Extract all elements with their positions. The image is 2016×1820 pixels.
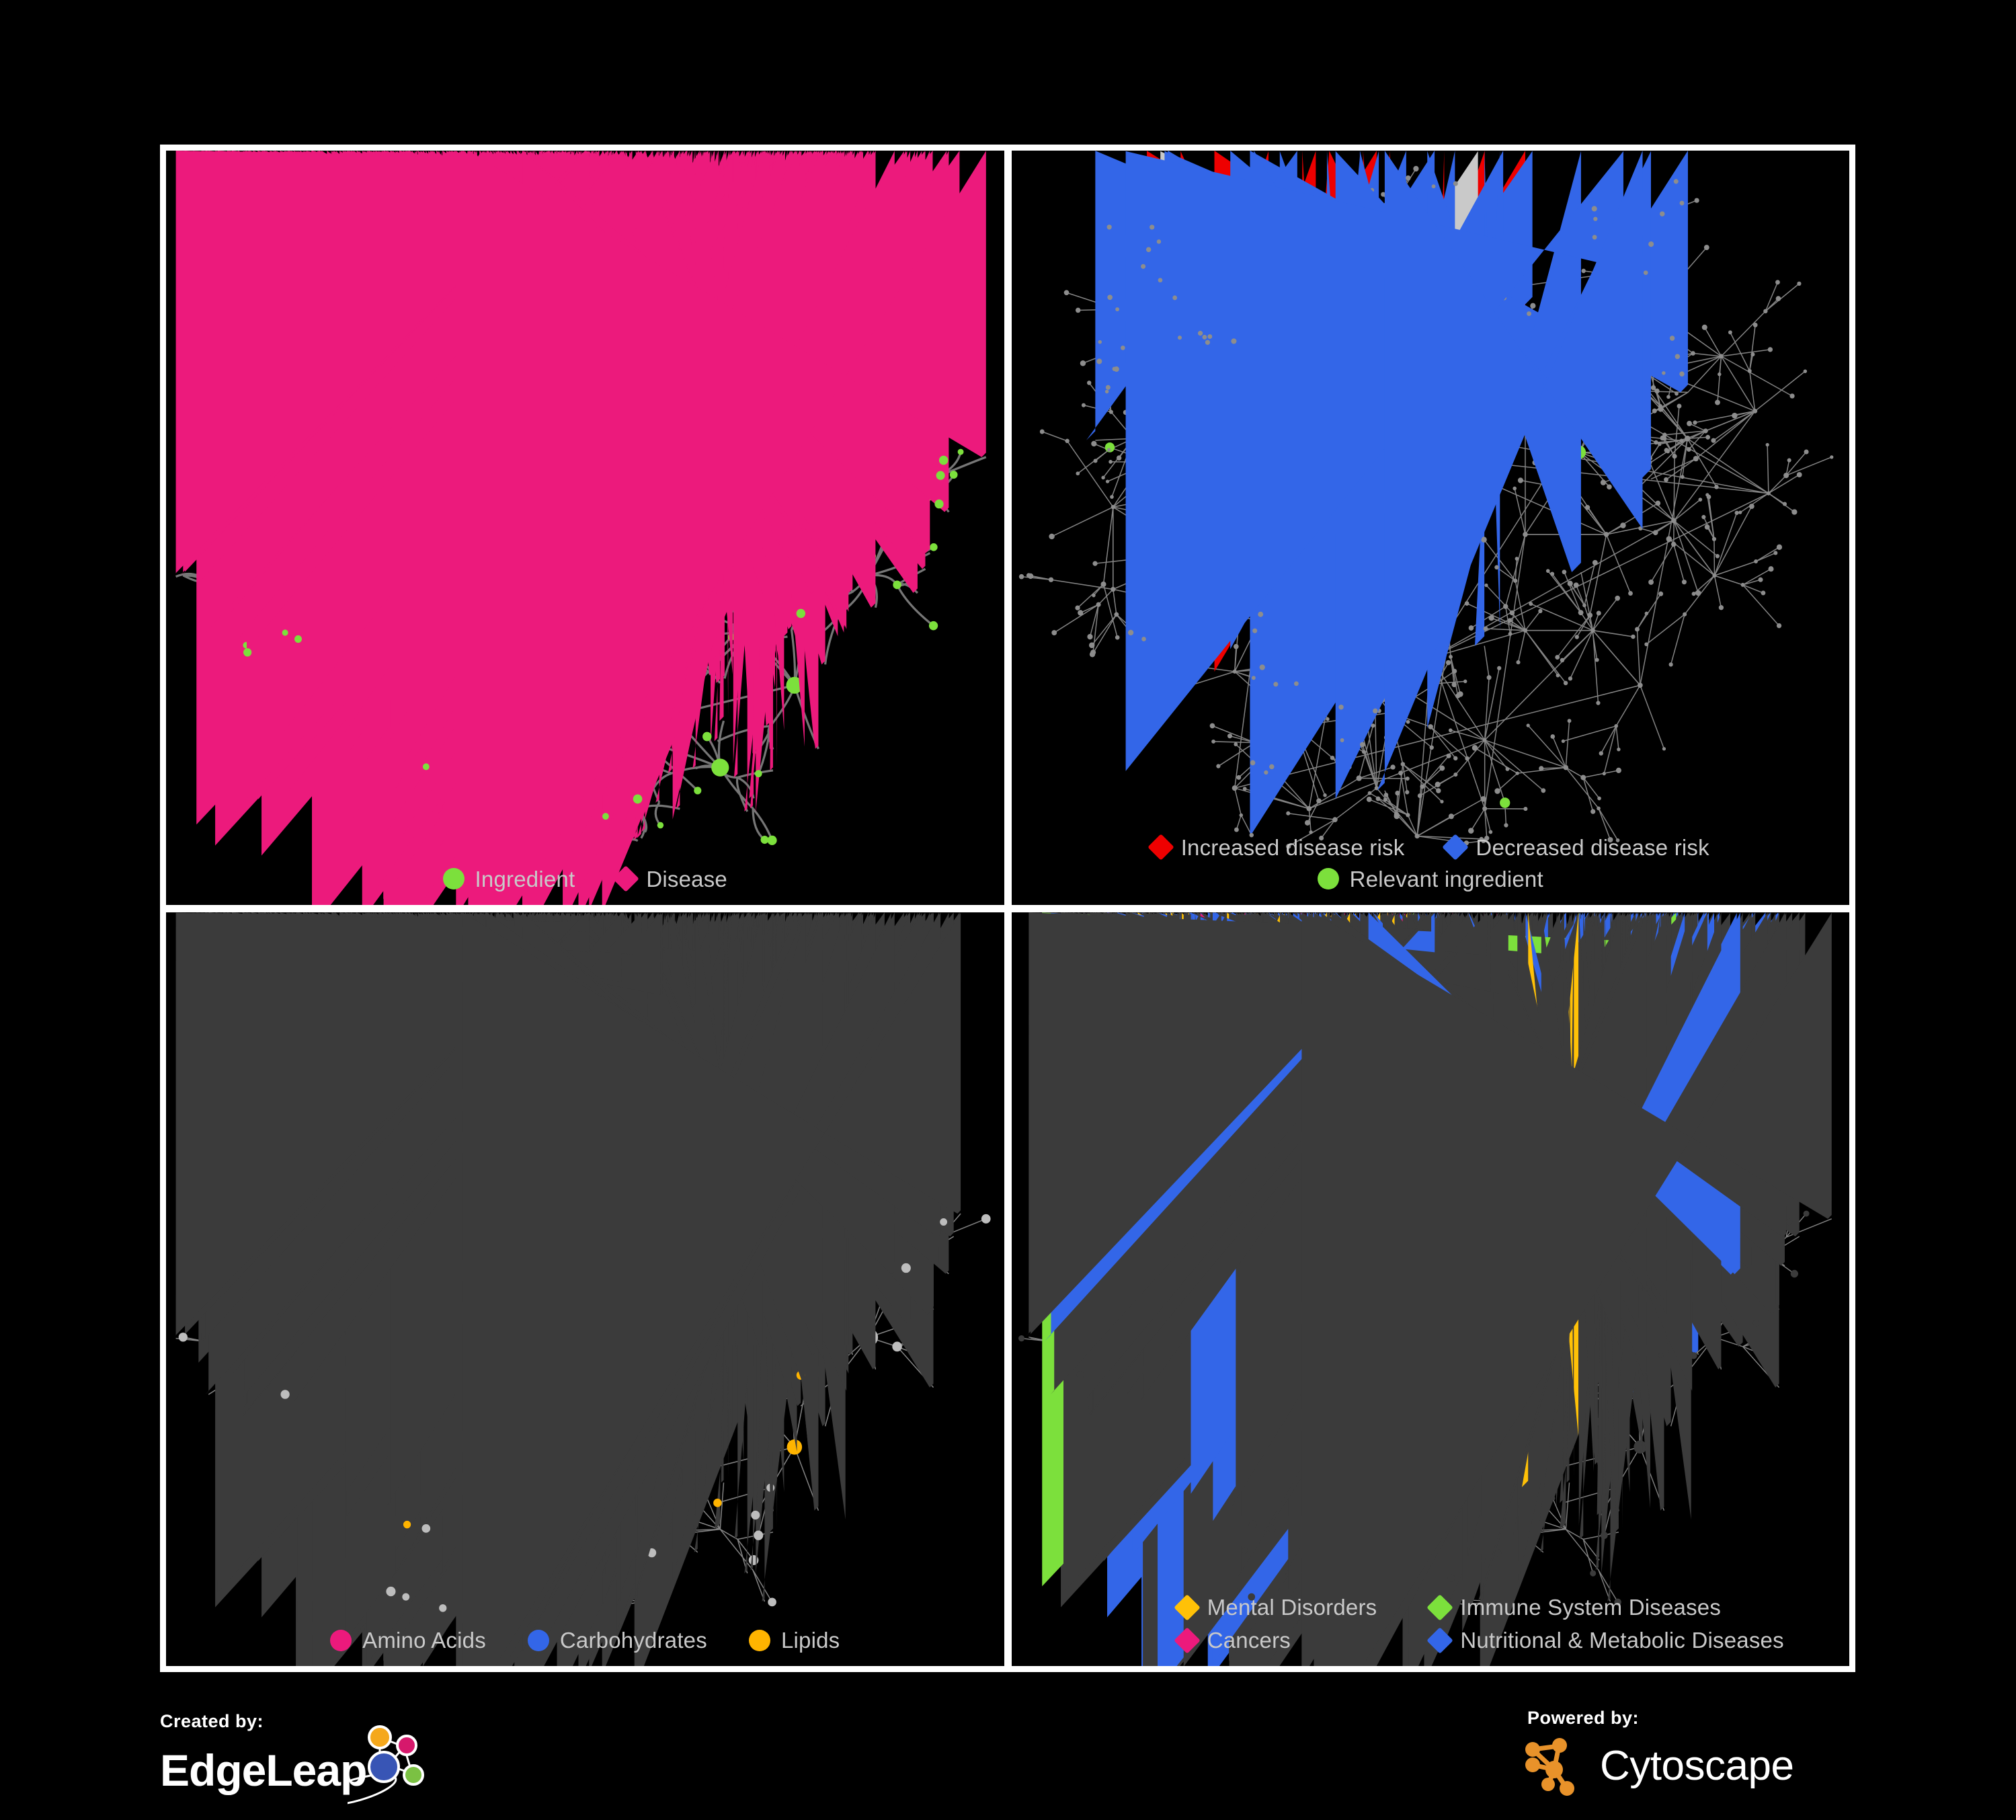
panel-ingredient-classes[interactable]: Amino Acids Carbohydrates Lipids — [166, 912, 1004, 1666]
footer: Created by: EdgeLeap Powered by: — [0, 1674, 2016, 1820]
panel-grid: Ingredient Disease Increased disease r — [160, 145, 1855, 1672]
network-canvas-1[interactable] — [166, 151, 1004, 905]
red-diamond-icon — [1147, 834, 1174, 861]
network-graph-1 — [172, 151, 987, 905]
orange-diamond-icon — [1173, 1593, 1201, 1621]
legend-item-carbohydrates[interactable]: Carbohydrates — [527, 1628, 707, 1653]
network-graph-4 — [1018, 912, 1832, 1666]
powered-by-kicker: Powered by: — [1527, 1708, 1640, 1728]
legend-item-immune-system-diseases[interactable]: Immune System Diseases — [1426, 1593, 1722, 1621]
network-canvas-4[interactable] — [1012, 912, 1850, 1666]
legend-label: Amino Acids — [362, 1628, 486, 1653]
blue-diamond-icon — [1442, 834, 1469, 861]
pink-diamond-icon — [1173, 1626, 1201, 1654]
blue-circle-icon — [527, 1629, 549, 1651]
legend-label: Immune System Diseases — [1460, 1595, 1722, 1620]
legend-panel-2: Increased disease risk Decreased disease… — [1012, 834, 1850, 892]
legend-item-decreased-risk[interactable]: Decreased disease risk — [1442, 834, 1709, 861]
network-graph-2 — [1018, 151, 1833, 849]
legend-item-ingredient[interactable]: Ingredient — [442, 866, 575, 892]
legend-panel-4: Mental Disorders Immune System Diseases … — [1012, 1593, 1850, 1654]
legend-panel-1: Ingredient Disease — [166, 865, 1004, 892]
legend-label: Lipids — [780, 1628, 840, 1653]
legend-label: Increased disease risk — [1180, 834, 1405, 860]
green-diamond-icon — [1426, 1593, 1454, 1621]
legend-item-cancers[interactable]: Cancers — [1173, 1626, 1291, 1654]
panel-ingredient-disease[interactable]: Ingredient Disease — [166, 151, 1004, 905]
network-canvas-3[interactable] — [166, 912, 1004, 1666]
blue-diamond-icon — [1426, 1626, 1454, 1654]
legend-panel-3: Amino Acids Carbohydrates Lipids — [166, 1629, 1004, 1651]
orange-circle-icon — [748, 1629, 770, 1651]
pink-diamond-icon — [612, 865, 640, 892]
cytoscape-logo[interactable]: Powered by: — [1522, 1708, 1898, 1809]
legend-label: Nutritional & Metabolic Diseases — [1460, 1628, 1784, 1653]
created-by-kicker: Created by: — [160, 1711, 264, 1731]
legend-item-lipids[interactable]: Lipids — [748, 1628, 840, 1653]
legend-label: Mental Disorders — [1207, 1595, 1377, 1620]
edgeleap-node-graph-icon — [348, 1725, 425, 1806]
legend-label: Cancers — [1207, 1628, 1291, 1653]
cytoscape-wordmark: Cytoscape — [1600, 1743, 1794, 1789]
green-circle-icon — [442, 868, 465, 889]
edgeleap-wordmark: EdgeLeap — [160, 1745, 367, 1795]
legend-item-mental-disorders[interactable]: Mental Disorders — [1173, 1593, 1377, 1621]
panel-disease-risk[interactable]: Increased disease risk Decreased disease… — [1011, 151, 1850, 905]
green-circle-icon — [1317, 868, 1339, 889]
legend-item-nutritional-metabolic[interactable]: Nutritional & Metabolic Diseases — [1426, 1626, 1784, 1654]
legend-label: Relevant ingredient — [1349, 866, 1543, 892]
legend-label: Decreased disease risk — [1476, 834, 1709, 860]
cytoscape-network-icon — [1525, 1738, 1574, 1796]
network-canvas-2[interactable] — [1012, 151, 1850, 905]
panel-disease-classes[interactable]: Mental Disorders Immune System Diseases … — [1011, 912, 1850, 1666]
legend-label: Carbohydrates — [559, 1628, 707, 1653]
legend-label: Ingredient — [475, 866, 575, 892]
legend-item-disease[interactable]: Disease — [612, 865, 727, 892]
edgeleap-logo[interactable]: Created by: EdgeLeap — [160, 1711, 510, 1812]
pink-circle-icon — [330, 1629, 352, 1651]
network-graph-3 — [172, 912, 991, 1666]
legend-item-increased-risk[interactable]: Increased disease risk — [1147, 834, 1405, 861]
legend-item-amino-acids[interactable]: Amino Acids — [330, 1629, 486, 1651]
legend-item-relevant-ingredient[interactable]: Relevant ingredient — [1317, 866, 1543, 892]
legend-label: Disease — [646, 866, 727, 892]
